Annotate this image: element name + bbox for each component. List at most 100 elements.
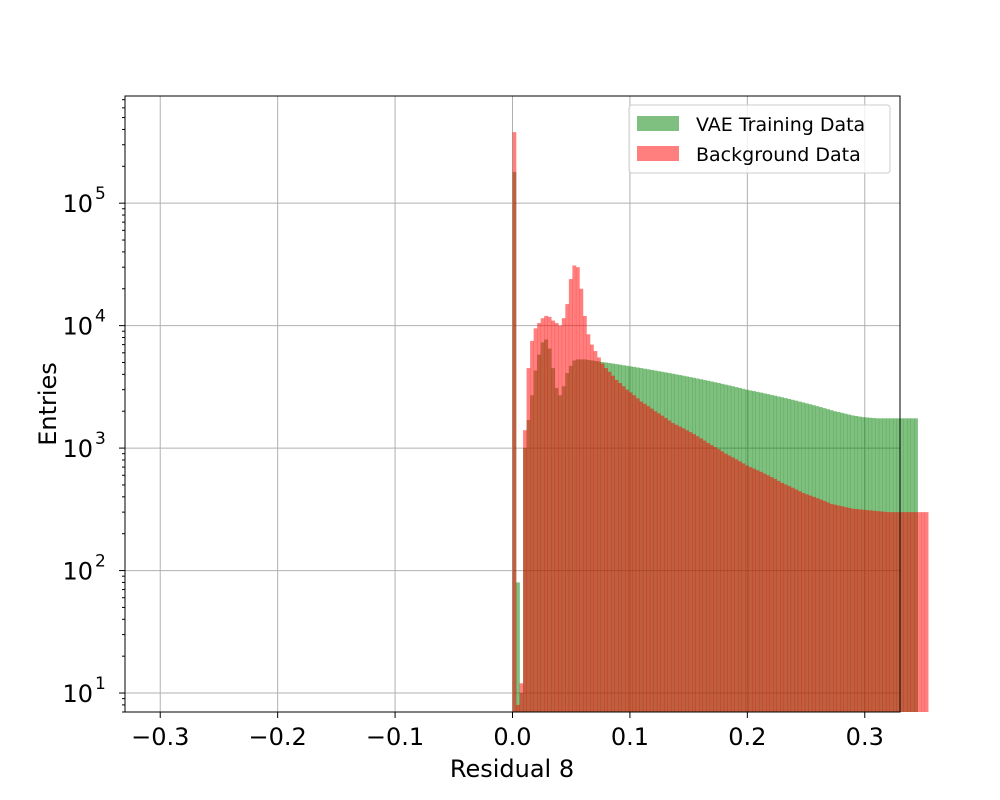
histogram-bar bbox=[921, 512, 925, 712]
histogram-bar bbox=[776, 480, 781, 712]
histogram-bar bbox=[604, 368, 608, 712]
histogram-bar bbox=[685, 430, 689, 712]
histogram-bar bbox=[833, 504, 837, 712]
x-tick-label: 0.0 bbox=[493, 723, 531, 751]
histogram-bar bbox=[628, 392, 633, 712]
histogram-bar bbox=[780, 482, 785, 712]
histogram-bar bbox=[699, 438, 704, 712]
histogram-bar bbox=[900, 512, 904, 712]
histogram-bar bbox=[843, 507, 848, 712]
histogram-bar bbox=[797, 491, 802, 712]
histogram-bar bbox=[885, 512, 890, 712]
series-background-data bbox=[512, 132, 929, 712]
x-tick-label: 0.2 bbox=[728, 723, 766, 751]
histogram-bar bbox=[667, 420, 672, 712]
histogram-bar bbox=[653, 411, 658, 712]
histogram-bar bbox=[854, 509, 859, 712]
histogram-bar bbox=[565, 304, 570, 712]
histogram-bar bbox=[516, 704, 520, 712]
histogram-bar bbox=[878, 511, 883, 712]
x-axis-label: Residual 8 bbox=[450, 755, 574, 783]
y-axis-label: Entries bbox=[34, 362, 62, 446]
histogram-bar bbox=[818, 499, 823, 712]
histogram-bar bbox=[642, 403, 647, 712]
histogram-bar bbox=[681, 428, 686, 712]
y-tick-exponent: 4 bbox=[95, 307, 106, 327]
histogram-bar bbox=[826, 502, 830, 712]
histogram-bar bbox=[914, 512, 918, 712]
histogram-bar bbox=[924, 512, 929, 712]
histogram-bar bbox=[579, 288, 584, 712]
histogram-bar bbox=[526, 368, 531, 712]
histogram-bar bbox=[537, 323, 541, 712]
histogram-bar bbox=[544, 315, 549, 712]
histogram-bar bbox=[868, 510, 873, 712]
histogram-bar bbox=[575, 267, 580, 712]
histogram-bar bbox=[748, 467, 753, 712]
histogram-bar bbox=[678, 426, 682, 712]
histogram-bar bbox=[773, 478, 778, 712]
histogram-bar bbox=[625, 389, 630, 712]
histogram-bar bbox=[745, 465, 749, 712]
histogram-bar bbox=[730, 457, 735, 712]
histogram-bar bbox=[882, 511, 887, 712]
histogram-bar bbox=[695, 436, 700, 712]
y-tick-label: 10 bbox=[62, 680, 93, 708]
histogram-bar bbox=[917, 512, 922, 712]
histogram-bar bbox=[850, 508, 855, 712]
x-tick-label: −0.2 bbox=[249, 723, 307, 751]
histogram-bar bbox=[530, 340, 534, 712]
histogram-bar bbox=[762, 473, 767, 712]
histogram-bar bbox=[607, 371, 612, 712]
histogram-bar bbox=[702, 440, 707, 712]
legend: VAE Training Data Background Data bbox=[628, 104, 891, 174]
histogram-bar bbox=[759, 471, 763, 712]
histogram-bar bbox=[709, 444, 714, 712]
histogram-bar bbox=[649, 408, 654, 712]
histogram-bar bbox=[752, 468, 756, 712]
histogram-bar bbox=[660, 415, 665, 712]
histogram-bar bbox=[533, 328, 538, 712]
histogram-bar bbox=[727, 455, 732, 712]
y-tick-label: 10 bbox=[62, 313, 93, 341]
histogram-bar bbox=[547, 316, 552, 712]
histogram-bar bbox=[840, 506, 844, 712]
histogram-bar bbox=[723, 453, 728, 712]
histogram-bar bbox=[600, 363, 605, 712]
y-tick-exponent: 1 bbox=[95, 674, 106, 694]
y-tick-exponent: 3 bbox=[95, 429, 106, 449]
histogram-bar bbox=[734, 459, 739, 712]
histogram-bar bbox=[540, 318, 545, 712]
histogram-bar bbox=[861, 509, 866, 712]
histogram-bar bbox=[769, 477, 774, 712]
x-tick-label: 0.1 bbox=[611, 723, 649, 751]
histogram-bar bbox=[804, 494, 809, 712]
histogram-bar bbox=[889, 512, 894, 712]
y-tick-exponent: 5 bbox=[95, 184, 106, 204]
histogram-bar bbox=[551, 320, 556, 712]
histogram-bar bbox=[741, 463, 746, 712]
histogram-bar bbox=[896, 512, 901, 712]
histogram-bar bbox=[558, 325, 563, 712]
histogram-bar bbox=[519, 683, 524, 712]
histogram-bar bbox=[822, 500, 827, 712]
legend-swatch bbox=[637, 116, 679, 131]
histogram-bar bbox=[716, 449, 721, 712]
histogram-bar bbox=[713, 447, 718, 712]
histogram-bar bbox=[512, 132, 517, 712]
y-tick-exponent: 2 bbox=[95, 552, 106, 572]
histogram-bar bbox=[671, 423, 675, 712]
histogram-bar bbox=[790, 487, 795, 712]
histogram-bar bbox=[692, 434, 696, 712]
histogram-bar bbox=[590, 344, 594, 712]
y-tick-label: 10 bbox=[62, 190, 93, 218]
histogram-bar bbox=[582, 315, 587, 712]
histogram-bar bbox=[688, 432, 693, 712]
histogram-bar bbox=[561, 318, 566, 712]
histogram-bar bbox=[523, 430, 527, 712]
histogram-bar bbox=[586, 334, 591, 712]
histogram-bar bbox=[554, 323, 559, 712]
histogram-bar bbox=[632, 395, 637, 712]
